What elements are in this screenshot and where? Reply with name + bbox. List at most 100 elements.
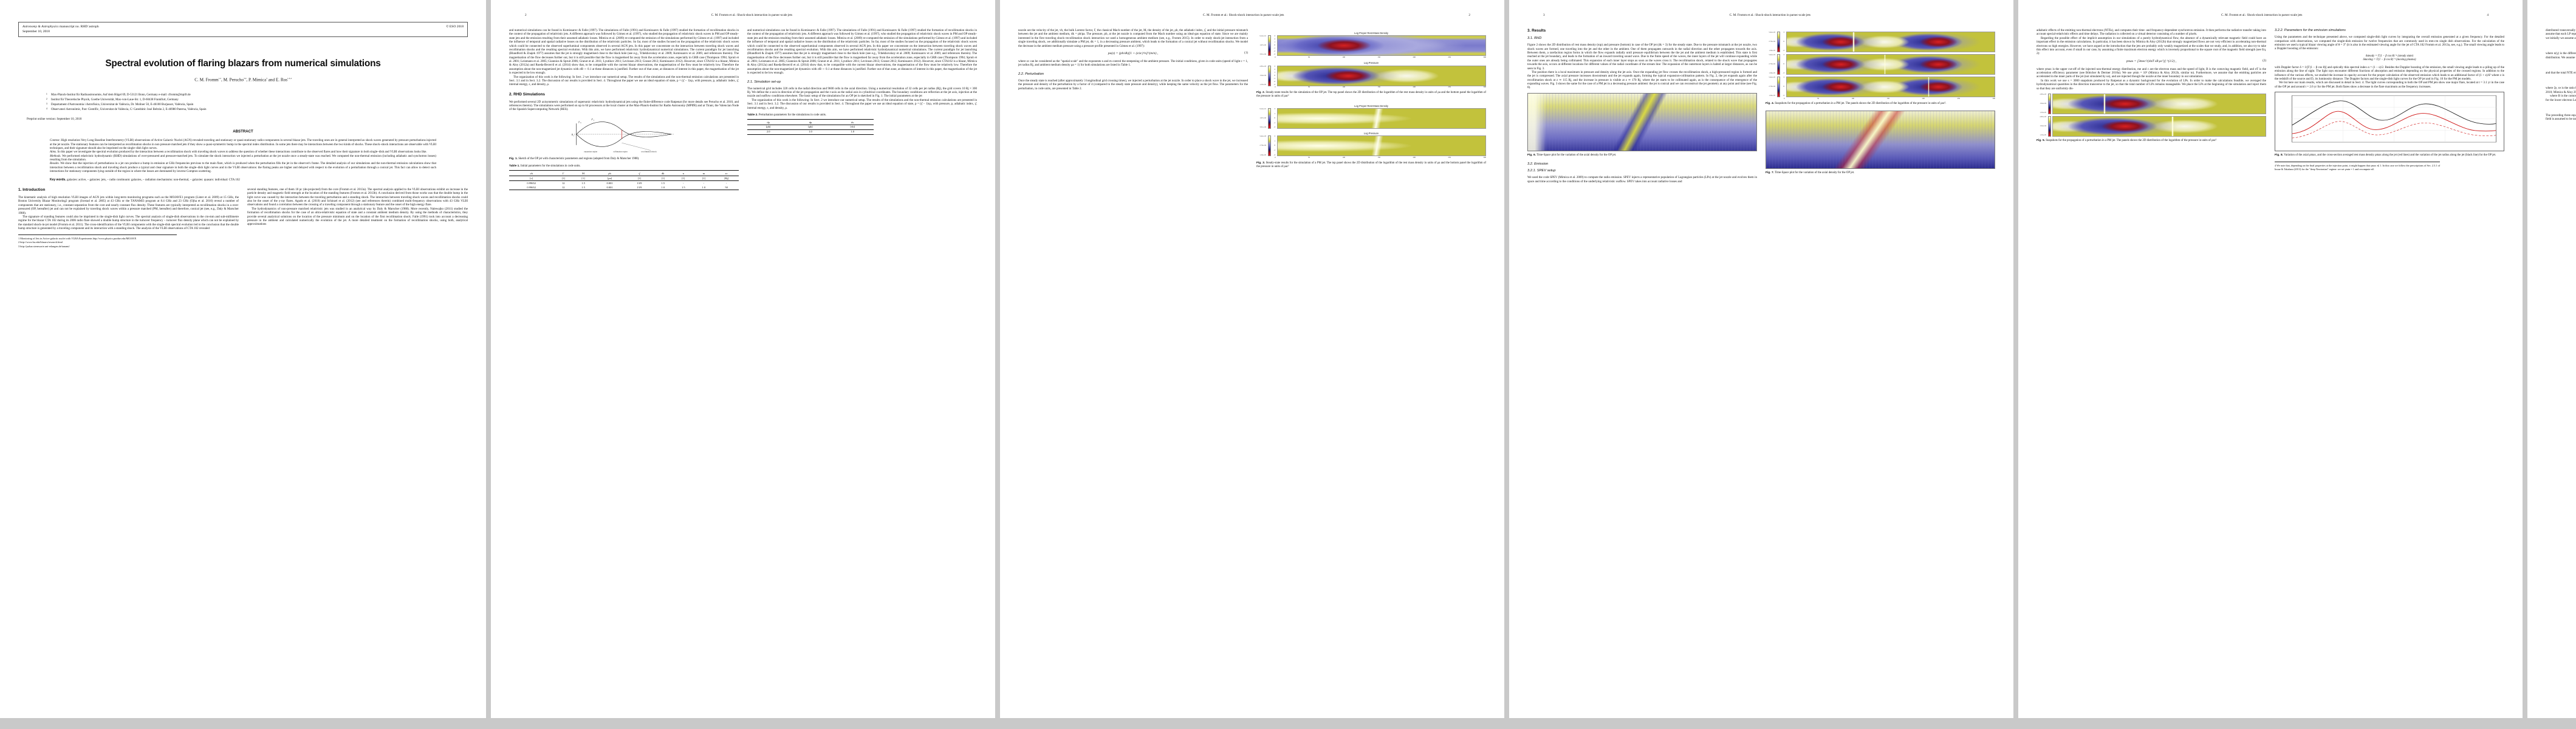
abstract-paragraph: Aims. In this paper we investigate the s… [50, 150, 436, 154]
colorbar-labels: 5.62e-03 2.76e-04 1.36e-05 [1769, 53, 1775, 75]
equation-1-expression: pa(z) = (pb/dk)[1 + (z/zc)^n]^(m/n) , [1108, 51, 1159, 55]
th-unit: [pb] [789, 125, 832, 130]
th-unit: [1] [626, 176, 653, 182]
body-paragraph: We list here our main results, which are… [2275, 81, 2504, 89]
body-paragraph: Figure 2 shows the 2D distribution of re… [1527, 43, 1757, 70]
figure-1: p b p a R j expansion region collimation… [509, 114, 739, 161]
body-paragraph: The hydrodynamics of non-pressure matche… [247, 207, 468, 227]
colorbar-labels: 9.22e-01 1.67e-02 3.01e-04 [1256, 35, 1267, 56]
abstract-paragraph: Results. We show that the injection of p… [50, 162, 436, 173]
body-paragraph: The position there is a local maximum in… [1527, 70, 1757, 90]
figure-7-caption: Fig. 7. Time-Space plot for the variatio… [1766, 171, 1995, 175]
page-4-columns: 3. Results 3.1. RHD Figure 2 shows the 2… [1527, 29, 1995, 183]
figure-3-panel-title-bottom: Log Pressure [1363, 132, 1379, 135]
equation-doppler-steady: δsteady = Γ(1 − β cos θ)⁻¹ (steady state… [2365, 54, 2414, 58]
pressure-map-pm-jet [1277, 135, 1486, 157]
figure-4-label: Fig. 4. [1766, 102, 1774, 106]
cbar-min: 3.01e-04 [1259, 53, 1266, 56]
running-header: 3 C. M. Fromm et al.: Shock-shock intera… [1527, 13, 1995, 19]
density-map-pm-jet [1277, 108, 1486, 129]
figure-3-caption-text: Steady-state results for the simulation … [1256, 161, 1486, 168]
td: 50 [714, 185, 739, 190]
running-title: C. M. Fromm et al.: Shock-shock interact… [711, 13, 792, 17]
abstract-text: In this paper we investigate the spectra… [57, 150, 427, 154]
running-title: C. M. Fromm et al.: Shock-shock interact… [1729, 13, 1810, 17]
th: dp [789, 119, 832, 125]
figure-5-panel-2: 2.85e-03 1.94e-04 1.33e-05 [2036, 115, 2266, 137]
th-unit: [1] [573, 176, 594, 182]
abstract-lead: Aims. [50, 150, 57, 154]
td: 0.99652 [509, 185, 554, 190]
plot-area [2275, 92, 2504, 151]
figure-5-label: Fig. 5. [2036, 139, 2045, 142]
label-expansion-region: expansion region [584, 150, 597, 152]
equation-6: γmin = ... (6) [2546, 106, 2576, 110]
equation-2: γmax = [3mec²/(4σT ϵB ρc²)] ^(1/2) , (2) [2036, 60, 2266, 64]
table-row: 0.99652 12 1.5 0.001 13/9 1.5 - - - [509, 181, 739, 185]
table-row: 0.99652 12 1.5 0.001 13/9 1.0 1.5 1.0 50 [509, 185, 739, 190]
body-paragraph: Using the parameters and the technique p… [2275, 35, 2504, 51]
th-unit: [1] [653, 176, 673, 182]
subsection-heading-simulation-setup: 2.1. Simulation set-up [747, 80, 781, 84]
figure-4-panel-2: 5.62e-03 2.76e-04 1.36e-05 3 0 -3 [1766, 53, 1995, 75]
y-axis-ticks: 3 0 -3 [1783, 31, 1785, 52]
body-paragraph: The numerical grid includes 320 cells in… [747, 86, 977, 98]
th-unit: [1] [673, 176, 694, 182]
figure-4-panel-3: 5.62e-03 2.76e-04 1.36e-05 3 0 -3 [1766, 76, 1995, 97]
td: 13/9 [626, 185, 653, 190]
abstract-text: We show that the injection of perturbati… [50, 162, 436, 174]
th: Γ [553, 170, 574, 177]
figure-3-caption: Fig. 3. Steady-state results for the sim… [1256, 162, 1486, 169]
body-paragraph: The organization of this work is the fol… [747, 98, 977, 110]
perturbation-front [2104, 94, 2105, 114]
figure-2-panel-title-bottom: Log Pressure [1363, 61, 1379, 65]
table-header-row: vb Γ M ρb γ̂ dk n m zc [509, 170, 739, 177]
abstract-body: Context. High resolution Very Long Basel… [50, 139, 436, 173]
pressure-snapshot-op-1 [2052, 93, 2266, 114]
figure-6-caption: Fig. 6. Time-Space plot for the variatio… [1527, 154, 1757, 157]
cbar-mid: 1.67e-02 [1259, 44, 1266, 47]
body-paragraph: where B is the comoving magnetic field (… [2546, 94, 2576, 102]
figure-8-label: Fig. 8. [2275, 154, 2283, 157]
table-units-row: [ρb] [pb] [vb] [747, 125, 874, 130]
body-paragraph: adiabatic effects of the emitting non-th… [2036, 29, 2266, 36]
equation-4: ∫ dγ n(γ) = ζe n/me , (4) [2546, 63, 2576, 67]
td: 0.001 [606, 181, 613, 185]
column-left: 1. Introduction The kinematic analysis o… [18, 188, 239, 248]
footnote-item: 1 Monitoring of Jets in Active galactic … [18, 237, 137, 241]
x-axis-ticks: 0 50 100 150 200 250 300 [1784, 97, 1995, 100]
figure-6-label: Fig. 6. [1527, 153, 1536, 157]
colorbar-labels: 5.62e-03 2.76e-04 1.36e-05 [1769, 76, 1775, 97]
body-paragraph: where γmax is the upper cut-off of the i… [2036, 67, 2266, 79]
equation-3: n(γ) = n0(γ/γmin)⁻ˢ; γmin ≤ γ ≤ γmax (3) [2546, 44, 2576, 48]
affiliation-text: Max-Planck-Institut für Radioastronomie,… [51, 93, 191, 97]
colorbar [1268, 35, 1271, 56]
page-number: 4 [2487, 13, 2489, 17]
figure-5-caption: Fig. 5. Snapshots for the propagation of… [2036, 139, 2266, 143]
page-3-columns: nozzle are the velocity of the jet, vb, … [1018, 29, 1486, 169]
figure-5: 2.85e-03 1.94e-04 1.33e-05 2.85e-03 1.94… [2036, 93, 2266, 143]
th-unit: [1] [693, 176, 714, 182]
th-unit: [ρa] [593, 176, 626, 182]
journal-header-text: Astronomy & Astrophysics manuscript no. … [22, 24, 99, 34]
figure-1-caption: Fig. 1. Sketch of the OP jet with charac… [509, 157, 739, 161]
colorbar [2048, 115, 2051, 137]
label-pb: p [578, 120, 580, 123]
equation-1-number: (1) [1244, 51, 1248, 55]
column-left: adiabatic effects of the emitting non-th… [2036, 29, 2266, 171]
colorbar-labels: 2.85e-03 1.94e-04 1.33e-05 [1256, 65, 1267, 86]
svg-text:b: b [580, 122, 581, 124]
figure-6: Fig. 6. Time-Space plot for the variatio… [1527, 92, 1757, 157]
body-paragraph: In this work we use s = 3000 snapshots p… [2036, 78, 2266, 91]
body-paragraph: and numerical simulations can be found i… [747, 29, 977, 75]
td: 2.0 [747, 129, 790, 135]
figure-7-caption-text: Time-Space plot for the variation of the… [1774, 171, 1855, 175]
body-paragraph: where n(γ) is the differential number of… [2546, 52, 2576, 60]
equation-2-number: (2) [2263, 59, 2266, 63]
figure-2-panel-title-top: Log Proper Rest-Mass Density [1354, 32, 1388, 35]
colorbar [1268, 108, 1271, 129]
colorbar [1777, 32, 1780, 52]
page-5-columns: adiabatic effects of the emitting non-th… [2036, 29, 2504, 171]
th: γ̂ [626, 170, 653, 177]
